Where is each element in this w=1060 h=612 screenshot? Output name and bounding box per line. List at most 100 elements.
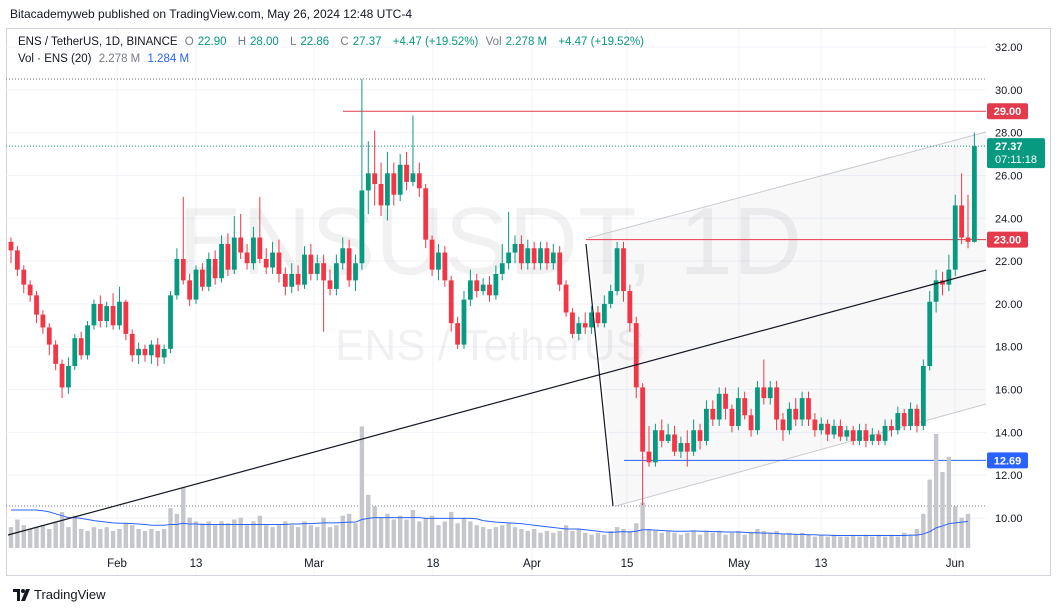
volume-bar (544, 530, 550, 548)
volume-bar (646, 529, 652, 548)
candle-body (461, 299, 467, 345)
candle-body (72, 338, 78, 366)
candle-body (187, 280, 193, 300)
candle-body (799, 398, 805, 420)
candle-body (359, 190, 365, 264)
volume-bar (59, 511, 65, 548)
volume-bar (104, 527, 109, 548)
candle-body (302, 254, 307, 285)
volume-ma-line (11, 509, 969, 536)
volume-bar (283, 521, 288, 548)
volume-bar (563, 525, 569, 548)
volume-bar (710, 532, 715, 548)
grid (6, 29, 986, 575)
volume-bar (98, 529, 103, 548)
channel-fill (588, 132, 986, 506)
volume-bar (793, 534, 798, 548)
candle-body (66, 365, 71, 388)
volume-bar (40, 525, 46, 548)
candle-body (346, 248, 352, 281)
volume-bar (716, 530, 722, 548)
candle-body (404, 164, 409, 182)
volume-bar (455, 523, 460, 548)
candle-body (723, 393, 728, 409)
long-trendline (7, 269, 987, 536)
volume-bar (353, 523, 358, 548)
volume-bar (780, 534, 786, 548)
volume-bar (123, 523, 129, 548)
candle-body (442, 252, 448, 281)
candle-body (219, 243, 224, 279)
candles (8, 79, 977, 506)
volume-bar (302, 521, 307, 548)
volume-bar (946, 456, 952, 548)
volume-bar (404, 519, 409, 548)
candle-body (889, 425, 894, 431)
volume-indicator-label[interactable]: Vol · ENS (20) (18, 53, 92, 65)
drop-trendline (585, 243, 614, 507)
volume-bar (244, 525, 250, 548)
volume-bar (531, 529, 537, 548)
volume-bar (232, 519, 237, 548)
volume-bar (110, 530, 116, 548)
candle-body (340, 248, 346, 264)
volume-bar (117, 529, 122, 548)
candle-body (786, 408, 792, 431)
candle-body (385, 173, 390, 206)
volume-bar (736, 530, 741, 548)
volume-bar (691, 530, 696, 548)
volume-bar (634, 523, 639, 548)
y-tick-label: 20.00 (995, 299, 1023, 311)
volume-bar (212, 525, 218, 548)
volume-bar (704, 530, 709, 548)
candle-body (838, 425, 843, 437)
candle-body (327, 280, 333, 289)
x-tick-label: Jun (946, 558, 965, 570)
candle-body (633, 323, 639, 388)
volume-bar (895, 536, 901, 548)
volume-bar (130, 525, 135, 548)
tradingview-brand[interactable]: TradingView (34, 587, 106, 602)
volume-bar (340, 515, 345, 548)
symbol-label[interactable]: ENS / TetherUS, 1D, BINANCE (18, 36, 178, 48)
volume-bar (474, 525, 479, 548)
volume-bar (512, 527, 518, 548)
x-tick-label: Feb (107, 558, 127, 570)
high-value: 28.00 (250, 36, 279, 48)
volume-bar (391, 519, 396, 548)
close-label: C (340, 36, 349, 48)
volume-bar (449, 511, 454, 548)
volume-bar (876, 534, 881, 548)
volume-bar (487, 529, 492, 548)
volume-bar (47, 529, 52, 548)
tradingview-logo-icon[interactable] (12, 586, 32, 604)
volume-bar (181, 487, 186, 548)
volume-bar (748, 532, 754, 548)
candle-body (825, 423, 831, 435)
volume-ma-line (11, 509, 969, 536)
countdown-text: 07:11:18 (995, 154, 1037, 166)
volume-bar (729, 532, 735, 548)
candle-body (238, 237, 244, 253)
x-tick-label: 18 (427, 558, 440, 570)
volume-ma-value: 1.284 M (147, 53, 190, 65)
candle-body (882, 425, 888, 441)
price-label-text: 29.00 (994, 106, 1022, 118)
x-tick-label: 13 (815, 558, 828, 570)
candle-body (735, 398, 741, 426)
candle-body (231, 237, 237, 270)
candle-body (174, 258, 180, 296)
candle-body (557, 252, 563, 285)
watermark-name: ENS / TetherUS (335, 321, 645, 370)
candle-body (538, 248, 543, 264)
volume-bar (295, 527, 301, 548)
volume-bar (863, 534, 869, 548)
volume-bar (397, 515, 403, 548)
y-tick-label: 22.00 (995, 256, 1023, 268)
candle-body (8, 241, 14, 251)
last-price-text: 27.37 (995, 141, 1023, 153)
candle-body (97, 303, 103, 322)
candle-body (14, 250, 20, 270)
candle-body (710, 408, 716, 420)
